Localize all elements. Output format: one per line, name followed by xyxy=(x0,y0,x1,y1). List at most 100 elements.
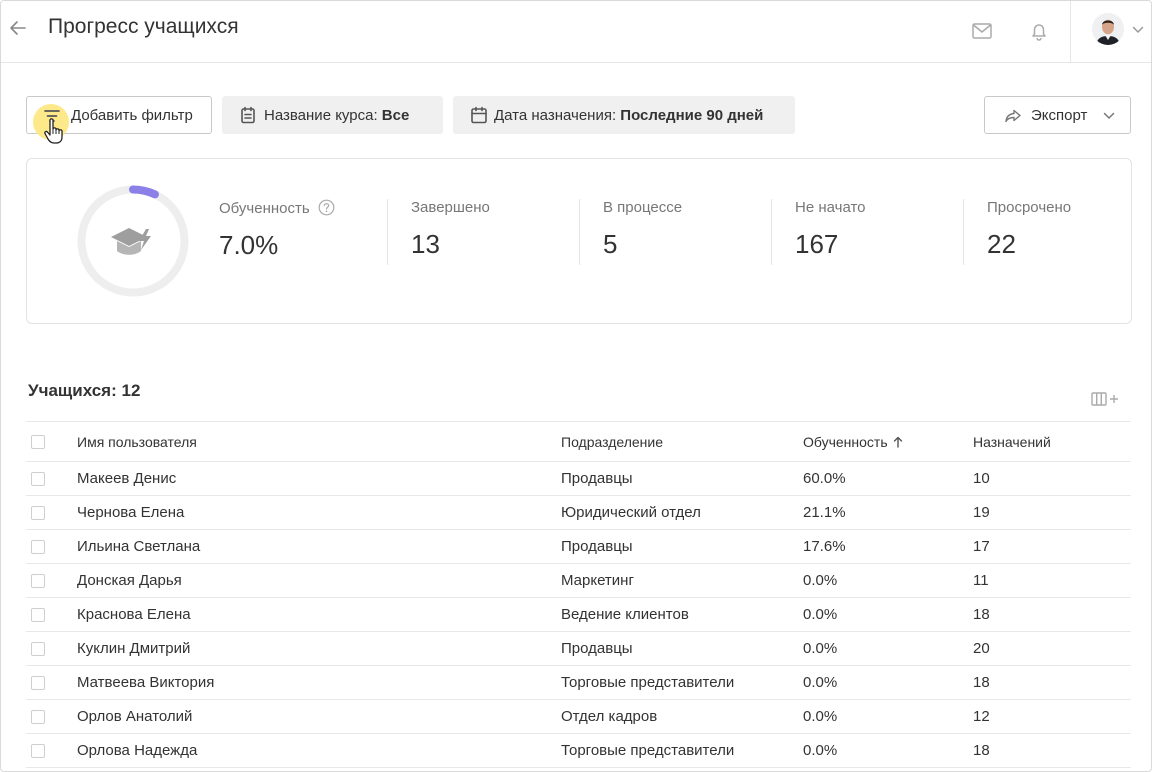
stat-not-started: Не начато 167 xyxy=(795,199,866,269)
dept-cell: Отдел кадров xyxy=(561,708,658,725)
progress-cell: 0.0% xyxy=(803,640,838,657)
table-row[interactable]: Краснова Елена Ведение клиентов 0.0% 18 xyxy=(26,598,1131,632)
stat-in-progress: В процессе 5 xyxy=(603,199,682,269)
user-name-cell[interactable]: Куклин Дмитрий xyxy=(77,640,191,657)
help-icon[interactable] xyxy=(318,199,335,216)
progress-cell: 0.0% xyxy=(803,742,838,759)
progress-cell: 0.0% xyxy=(803,708,838,725)
row-checkbox[interactable] xyxy=(31,471,45,486)
user-photo-icon xyxy=(1092,13,1124,45)
column-header-name[interactable]: Имя пользователя xyxy=(77,433,197,450)
table-row[interactable]: Орлова Надежда Торговые представители 0.0%… xyxy=(26,734,1131,768)
column-header-progress[interactable]: Обученность xyxy=(803,422,903,461)
dept-cell: Торговые представители xyxy=(561,674,735,691)
assignments-cell: 18 xyxy=(973,742,990,759)
date-filter-label: Дата назначения: xyxy=(494,106,617,124)
date-filter-value: Последние 90 дней xyxy=(620,106,764,124)
user-name-cell[interactable]: Орлов Анатолий xyxy=(77,708,193,725)
assignments-cell: 10 xyxy=(973,470,990,487)
dept-cell: Торговые представители xyxy=(561,742,735,759)
user-name-cell[interactable]: Донская Дарья xyxy=(77,572,182,589)
add-filter-label: Добавить фильтр xyxy=(71,106,193,124)
table-row[interactable]: Донская Дарья Маркетинг 0.0% 11 xyxy=(26,564,1131,598)
user-name-cell[interactable]: Матвеева Виктория xyxy=(77,674,215,691)
export-button[interactable]: Экспорт xyxy=(984,96,1131,134)
progress-cell: 0.0% xyxy=(803,674,838,691)
user-name-cell[interactable]: Краснова Елена xyxy=(77,606,191,623)
assignments-cell: 17 xyxy=(973,538,990,555)
dept-cell: Ведение клиентов xyxy=(561,606,689,623)
assignments-cell: 18 xyxy=(973,606,990,623)
dept-cell: Маркетинг xyxy=(561,572,634,589)
column-header-dept[interactable]: Подразделение xyxy=(561,433,664,450)
clipboard-icon xyxy=(241,106,255,124)
table-row[interactable]: Куклин Дмитрий Продавцы 0.0% 20 xyxy=(26,632,1131,666)
row-checkbox[interactable] xyxy=(31,709,45,724)
user-name-cell[interactable]: Орлова Надежда xyxy=(77,742,198,759)
table-body: Макеев Денис Продавцы 60.0% 10 Чернова Елена… xyxy=(26,462,1131,768)
assignments-cell: 20 xyxy=(973,640,990,657)
row-checkbox[interactable] xyxy=(31,539,45,554)
row-checkbox[interactable] xyxy=(31,743,45,758)
table-row[interactable]: Макеев Денис Продавцы 60.0% 10 xyxy=(26,462,1131,496)
column-header-assignments[interactable]: Назначений xyxy=(973,433,1051,450)
stat-in-progress-value: 5 xyxy=(603,229,618,259)
export-label: Экспорт xyxy=(1031,106,1088,124)
assignments-cell: 12 xyxy=(973,708,990,725)
progress-cell: 60.0% xyxy=(803,470,846,487)
stat-divider xyxy=(771,199,772,265)
mail-icon[interactable] xyxy=(971,21,993,41)
students-count: Учащихся: 12 xyxy=(28,381,141,400)
date-filter-button[interactable]: Дата назначения: Последние 90 дней xyxy=(453,96,795,134)
row-checkbox[interactable] xyxy=(31,641,45,656)
progress-cell: 0.0% xyxy=(803,572,838,589)
graduation-cap-icon xyxy=(111,228,151,255)
chevron-down-icon xyxy=(1103,112,1115,120)
user-name-cell[interactable]: Ильина Светлана xyxy=(77,538,201,555)
stat-divider xyxy=(579,199,580,265)
table-row[interactable]: Ильина Светлана Продавцы 17.6% 17 xyxy=(26,530,1131,564)
table-row[interactable]: Матвеева Виктория Торговые представители 0… xyxy=(26,666,1131,700)
dept-cell: Продавцы xyxy=(561,470,633,487)
hand-cursor-icon xyxy=(44,118,63,144)
progress-cell: 0.0% xyxy=(803,606,838,623)
column-header-progress-label: Обученность xyxy=(803,433,888,450)
table-header-row: Имя пользователя Подразделение Обученнос… xyxy=(26,421,1131,462)
dept-cell: Юридический отдел xyxy=(561,504,701,521)
progress-arc xyxy=(77,185,189,297)
avatar[interactable] xyxy=(1092,13,1124,45)
arrow-left-icon[interactable] xyxy=(7,17,29,39)
stat-in-progress-label: В процессе xyxy=(603,199,683,216)
assignments-cell: 19 xyxy=(973,504,990,521)
chevron-down-icon[interactable] xyxy=(1132,26,1144,34)
course-filter-button[interactable]: Название курса: Все xyxy=(222,96,443,134)
select-all-checkbox[interactable] xyxy=(31,434,45,449)
row-checkbox[interactable] xyxy=(31,505,45,520)
user-name-cell[interactable]: Чернова Елена xyxy=(77,504,185,521)
calendar-icon xyxy=(471,106,487,124)
stat-progress-value: 7.0% xyxy=(219,230,279,260)
stat-divider xyxy=(963,199,964,265)
user-name-cell[interactable]: Макеев Денис xyxy=(77,470,177,487)
bell-icon[interactable] xyxy=(1028,21,1050,41)
stat-completed: Завершено 13 xyxy=(411,199,490,269)
course-filter-value: Все xyxy=(381,106,410,124)
stat-overdue-label: Просрочено xyxy=(987,199,1072,216)
row-checkbox[interactable] xyxy=(31,607,45,622)
stat-completed-value: 13 xyxy=(411,229,440,259)
page-title: Прогресс учащихся xyxy=(48,15,239,38)
progress-cell: 21.1% xyxy=(803,504,846,521)
row-checkbox[interactable] xyxy=(31,675,45,690)
page-header: Прогресс учащихся xyxy=(1,1,1151,63)
stat-not-started-label: Не начато xyxy=(795,199,866,216)
share-arrow-icon xyxy=(1005,109,1021,123)
course-filter-label: Название курса: xyxy=(264,106,378,124)
table-row[interactable]: Чернова Елена Юридический отдел 21.1% 19 xyxy=(26,496,1131,530)
stat-divider xyxy=(387,199,388,265)
assignments-cell: 11 xyxy=(973,572,989,589)
row-checkbox[interactable] xyxy=(31,573,45,588)
sort-arrow-up-icon xyxy=(893,436,902,448)
table-row[interactable]: Орлов Анатолий Отдел кадров 0.0% 12 xyxy=(26,700,1131,734)
columns-settings-icon[interactable] xyxy=(1091,391,1121,407)
